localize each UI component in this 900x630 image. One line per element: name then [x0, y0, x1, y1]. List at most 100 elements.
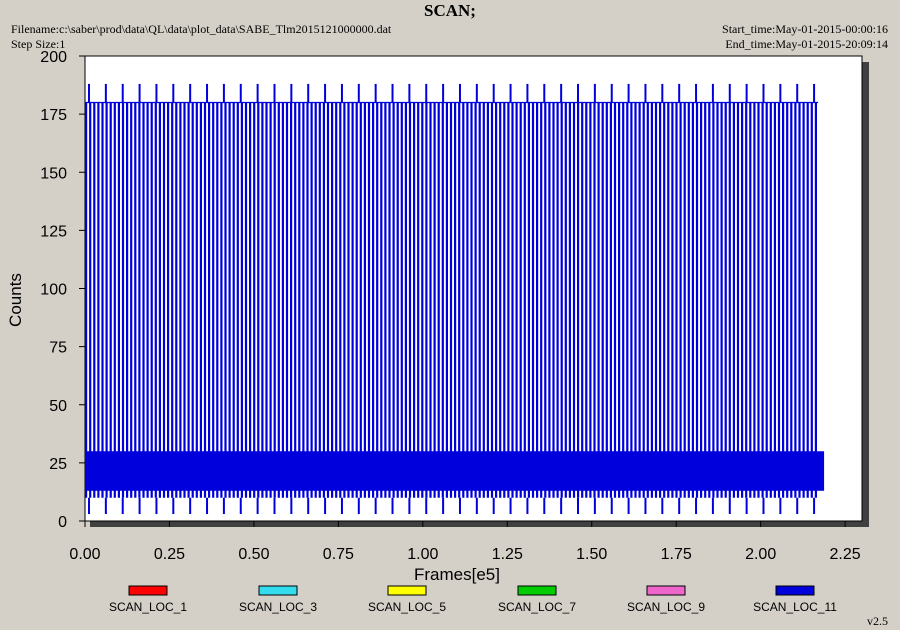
- scan-loc-11-column: [162, 102, 166, 498]
- scan-loc-11-column: [663, 102, 666, 498]
- step-size-text: Step Size:1: [11, 37, 66, 51]
- scan-loc-11-column: [126, 102, 129, 498]
- scan-loc-11-column: [564, 102, 567, 498]
- scan-loc-11-column: [597, 102, 600, 498]
- legend-label: SCAN_LOC_3: [239, 600, 317, 614]
- scan-loc-11-column: [351, 102, 354, 498]
- scan-loc-11-column: [134, 102, 137, 498]
- scan-loc-11-column: [577, 102, 580, 498]
- scan-loc-11-column: [179, 102, 182, 498]
- legend-swatch: [128, 585, 168, 596]
- scan-loc-11-column: [449, 102, 453, 498]
- scan-loc-11-column: [441, 102, 444, 498]
- y-tick-label: 150: [40, 165, 67, 182]
- scan-loc-11-column: [552, 102, 555, 498]
- scan-loc-11-column: [244, 102, 248, 498]
- scan-loc-11-column: [203, 102, 207, 498]
- scan-loc-11-column: [458, 102, 461, 498]
- scan-loc-11-column: [638, 102, 641, 498]
- scan-loc-11-column: [650, 102, 653, 498]
- scan-loc-11-column: [704, 102, 707, 498]
- scan-loc-11-column: [572, 102, 576, 498]
- scan-loc-11-column: [507, 102, 510, 498]
- scan-loc-11-column: [536, 102, 539, 498]
- scan-loc-11-column: [749, 102, 752, 498]
- scan-loc-11-column: [408, 102, 412, 498]
- scan-loc-11-column: [777, 102, 781, 498]
- scan-loc-11-column: [216, 102, 219, 498]
- legend-swatch: [387, 585, 427, 596]
- scan-loc-11-column: [335, 102, 338, 498]
- y-tick-label: 200: [40, 49, 67, 66]
- scan-loc-11-column: [380, 102, 383, 498]
- scan-loc-11-column: [445, 102, 448, 498]
- scan-loc-11-column: [154, 102, 157, 498]
- x-tick-label: 0.50: [238, 546, 269, 563]
- scan-loc-11-column: [376, 102, 379, 498]
- scan-loc-11-column: [765, 102, 768, 498]
- scan-loc-11-column: [613, 102, 617, 498]
- scan-loc-11-column: [642, 102, 645, 498]
- scan-loc-11-column: [413, 102, 416, 498]
- scan-loc-11-column: [622, 102, 625, 498]
- scan-loc-11-column: [417, 102, 420, 498]
- scan-loc-11-column: [794, 102, 797, 498]
- scan-loc-11-column: [490, 102, 494, 498]
- scan-loc-11-column: [384, 102, 387, 498]
- legend-swatch: [646, 585, 686, 596]
- legend-label: SCAN_LOC_9: [627, 600, 705, 614]
- scan-loc-11-column: [499, 102, 502, 498]
- scan-loc-11-column: [257, 102, 260, 498]
- y-tick-label: 50: [49, 398, 67, 415]
- scan-loc-11-column: [716, 102, 719, 498]
- legend-label: SCAN_LOC_7: [498, 600, 576, 614]
- scan-loc-11-column: [187, 102, 190, 498]
- scan-loc-11-column: [486, 102, 489, 498]
- scan-loc-11-column: [667, 102, 670, 498]
- scan-loc-11-column: [138, 102, 141, 498]
- scan-loc-11-column: [786, 102, 789, 498]
- scan-loc-11-column: [802, 102, 805, 498]
- plot-area: [84, 55, 863, 522]
- scan-loc-11-column: [318, 102, 321, 498]
- scan-loc-11-column: [589, 102, 592, 498]
- scan-loc-11-column: [105, 102, 108, 498]
- scan-loc-11-column: [396, 102, 399, 498]
- scan-loc-11-column: [265, 102, 268, 498]
- scan-loc-11-column: [581, 102, 584, 498]
- scan-loc-11-column: [757, 102, 760, 498]
- scan-loc-11-column: [560, 102, 563, 498]
- scan-loc-11-column: [732, 102, 735, 498]
- scan-loc-11-column: [482, 102, 485, 498]
- scan-loc-11-column: [367, 102, 371, 498]
- x-tick-label: 1.25: [492, 546, 523, 563]
- scan-loc-11-column: [404, 102, 407, 498]
- scan-loc-11-column: [285, 102, 289, 498]
- scan-loc-11-column: [183, 102, 186, 498]
- scan-loc-11-column: [277, 102, 280, 498]
- scan-loc-11-column: [212, 102, 215, 498]
- scan-loc-11-column: [249, 102, 252, 498]
- scan-loc-11-column: [113, 102, 116, 498]
- scan-loc-11-column: [355, 102, 358, 498]
- scan-loc-11-column: [306, 102, 309, 498]
- scan-loc-11-column: [261, 102, 264, 498]
- scan-loc-11-column: [646, 102, 649, 498]
- scan-loc-11-column: [548, 102, 551, 498]
- scan-loc-11-column: [240, 102, 243, 498]
- scan-loc-11-column: [478, 102, 481, 498]
- scan-loc-11-column: [142, 102, 145, 498]
- scan-loc-11-column: [298, 102, 301, 498]
- scan-loc-11-column: [634, 102, 637, 498]
- scan-loc-11-column: [175, 102, 178, 498]
- scan-loc-11-column: [495, 102, 498, 498]
- scan-loc-11-column: [695, 102, 699, 498]
- scan-loc-11-column: [531, 102, 535, 498]
- scan-loc-11-column: [421, 102, 424, 498]
- scan-loc-11-column: [519, 102, 522, 498]
- scan-loc-11-column: [220, 102, 223, 498]
- y-tick-label: 25: [49, 456, 67, 473]
- scan-loc-11-column: [630, 102, 633, 498]
- scan-loc-11-column: [326, 102, 330, 498]
- legend-label: SCAN_LOC_1: [109, 600, 187, 614]
